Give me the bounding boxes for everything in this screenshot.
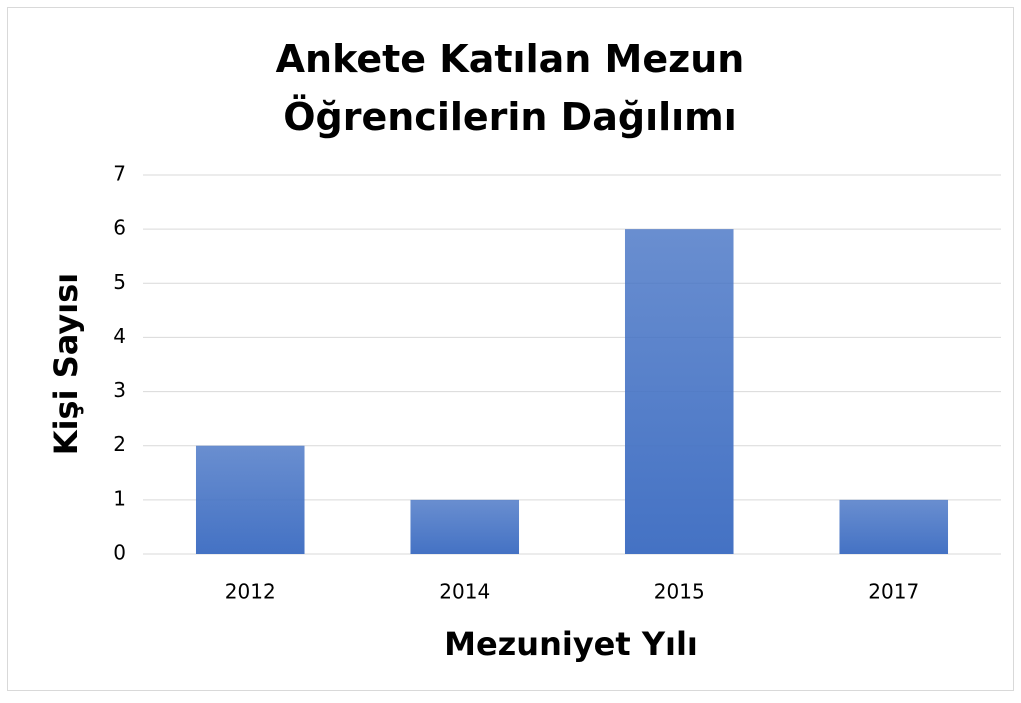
x-axis-label: Mezuniyet Yılı bbox=[444, 625, 698, 663]
bar bbox=[195, 445, 305, 554]
y-tick-label: 3 bbox=[113, 378, 126, 402]
x-tick-label: 2014 bbox=[439, 580, 490, 604]
y-tick-label: 1 bbox=[113, 486, 126, 510]
y-axis-label: Kişi Sayısı bbox=[47, 273, 85, 455]
bar bbox=[410, 499, 520, 554]
bar bbox=[624, 229, 734, 554]
x-tick-label: 2017 bbox=[868, 580, 919, 604]
y-tick-label: 2 bbox=[113, 432, 126, 456]
chart-title: Ankete Katılan Mezun Öğrencilerin Dağılı… bbox=[275, 37, 745, 139]
y-tick-label: 4 bbox=[113, 324, 126, 348]
y-tick-label: 5 bbox=[113, 270, 126, 294]
bar bbox=[839, 499, 949, 554]
y-tick-label: 6 bbox=[113, 216, 126, 240]
y-tick-label: 7 bbox=[113, 162, 126, 186]
chart-border bbox=[7, 7, 1014, 691]
y-tick-label: 0 bbox=[113, 541, 126, 565]
x-tick-label: 2012 bbox=[225, 580, 276, 604]
x-tick-label: 2015 bbox=[654, 580, 705, 604]
